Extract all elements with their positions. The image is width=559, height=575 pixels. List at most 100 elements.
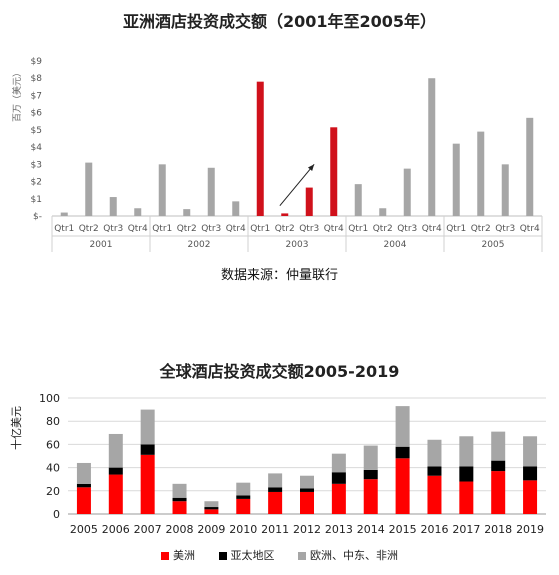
bar (85, 162, 93, 216)
bar-segment (76, 487, 91, 514)
bar-segment (331, 472, 346, 484)
chart-title: 全球酒店投资成交额2005-2019 (159, 362, 400, 381)
asia-chart-plot: $- $1 $2 $3 $4 $5 $6 $7 $8 $9 百万（美元） Qtr1 Qtr2 Qtr3 Qt… (11, 57, 543, 252)
y-tick-label: 20 (46, 485, 60, 498)
x-tick-label: 2005 (70, 523, 98, 536)
data-source: 数据来源：仲量联行 (220, 268, 338, 283)
bar-segment (108, 474, 123, 514)
x-tick-label: Qtr4 (324, 224, 344, 234)
bar-segment (395, 446, 410, 459)
y-tick-label: 40 (46, 462, 60, 475)
bar (452, 143, 460, 216)
y-tick-label: $2 (31, 178, 42, 188)
bar-segment (268, 473, 283, 488)
bar-segment (76, 462, 91, 484)
asia-hotel-chart: 亚洲酒店投资成交额（2001年至2005年） $- $1 $2 $3 $4 $5 $6 $7 $… (11, 12, 543, 283)
chart-title: 亚洲酒店投资成交额（2001年至2005年） (122, 12, 437, 31)
bar-segment (172, 501, 187, 514)
legend-swatch (161, 552, 169, 560)
x-tick-label: Qtr3 (201, 224, 221, 234)
bar-segment (140, 454, 155, 514)
legend-label: 美洲 (173, 549, 195, 562)
bar-segment (491, 431, 506, 461)
x-tick-label: 2009 (197, 523, 225, 536)
bar-segment (172, 497, 187, 502)
y-axis-label: 十亿美元 (9, 406, 23, 450)
bar-segment (491, 460, 506, 472)
x-tick-label: Qtr3 (299, 224, 319, 234)
x-tick-label: Qtr1 (152, 224, 172, 234)
x-tick-label: 2010 (229, 523, 257, 536)
year-label: 2002 (188, 240, 211, 250)
bar-segment (523, 436, 538, 467)
legend-label: 欧洲、中东、非洲 (310, 549, 398, 562)
bar (428, 78, 436, 216)
y-tick-label: $3 (31, 160, 42, 170)
legend-swatch (218, 552, 227, 560)
year-label: 2001 (90, 240, 113, 250)
bar-segment (172, 483, 187, 498)
bar-segment (523, 480, 538, 514)
bar-segment (300, 488, 314, 492)
global-chart-plot: 0 20 40 60 80 100 十亿美元 2005 2006 2007 2008 2009 2010… (9, 392, 546, 536)
bar-segment (76, 483, 91, 488)
x-tick-label: Qtr4 (128, 224, 148, 234)
x-tick-label: 2012 (293, 523, 321, 536)
bar (379, 208, 387, 216)
x-tick-label: 2007 (134, 523, 162, 536)
x-tick-label: 2019 (516, 523, 544, 536)
bar-segment (427, 475, 442, 514)
x-tick-label: Qtr4 (422, 224, 442, 234)
bar-segment (140, 444, 155, 455)
bar-segment (395, 458, 410, 514)
global-hotel-chart: 全球酒店投资成交额2005-2019 0 20 40 60 80 100 十亿美元 2005 2… (0, 340, 559, 575)
y-tick-label: $1 (31, 195, 42, 205)
legend-item: 欧洲、中东、非洲 (298, 549, 398, 562)
bar-segment (300, 491, 314, 514)
trend-arrow (279, 164, 315, 206)
x-tick-label: 2013 (325, 523, 353, 536)
x-tick-label: 2018 (484, 523, 512, 536)
bar (158, 164, 166, 216)
bar (60, 212, 68, 216)
bar-segment (300, 475, 314, 489)
x-tick-label: 2015 (389, 523, 417, 536)
x-tick-label: Qtr3 (495, 224, 515, 234)
bar (134, 208, 142, 216)
bar-segment (427, 439, 442, 467)
bar-segment (363, 479, 378, 514)
bar (330, 127, 338, 216)
bar-segment (491, 471, 506, 514)
bar-segment (204, 509, 219, 514)
bar (256, 81, 264, 217)
year-label: 2004 (384, 240, 407, 250)
bar (354, 184, 362, 216)
y-axis-label: 百万（美元） (11, 68, 23, 122)
x-tick-label: 2016 (420, 523, 448, 536)
bar-segment (236, 495, 251, 499)
x-tick-label: 2011 (261, 523, 289, 536)
chart-legend: 美洲 亚太地区 欧洲、中东、非洲 (0, 547, 559, 563)
bar-segment (108, 467, 123, 475)
bar (501, 164, 509, 216)
bar-segment (459, 436, 474, 467)
bar (281, 213, 289, 216)
bar-segment (108, 433, 123, 468)
legend-item: 亚太地区 (218, 549, 275, 562)
bar-segment (140, 409, 155, 445)
x-tick-label: Qtr2 (275, 224, 295, 234)
bar-segment (204, 501, 219, 508)
y-tick-label: $9 (31, 57, 43, 67)
y-tick-label: 60 (46, 438, 60, 451)
bar-segment (268, 491, 283, 514)
bar-segment (459, 481, 474, 514)
bar-segment (236, 498, 251, 514)
y-tick-label: 100 (39, 392, 60, 405)
y-tick-label: $- (33, 212, 42, 222)
year-label: 2005 (482, 240, 505, 250)
y-tick-label: $5 (31, 126, 42, 136)
bar-segment (331, 453, 346, 473)
legend-item: 美洲 (161, 549, 195, 562)
y-tick-label: $7 (31, 91, 42, 101)
x-tick-label: Qtr3 (397, 224, 417, 234)
